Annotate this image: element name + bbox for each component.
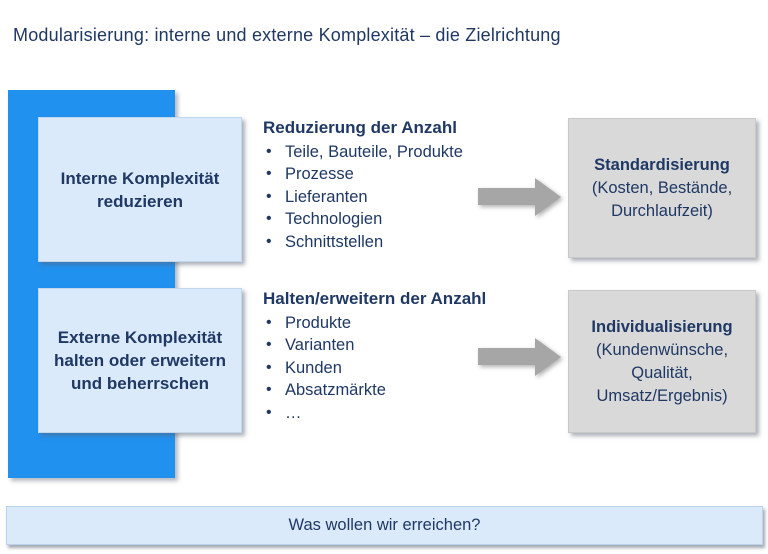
standardization-line: (Kosten, Bestände, <box>591 178 733 197</box>
individualization-line: Qualität, <box>631 363 693 382</box>
external-complexity-box: Externe Komplexität halten oder erweiter… <box>38 288 242 433</box>
internal-complexity-box: Interne Komplexität reduzieren <box>38 117 242 262</box>
reduction-list: Teile, Bauteile, Produkte Prozesse Liefe… <box>263 141 478 253</box>
list-item: Absatzmärkte <box>263 379 478 402</box>
individualization-line: (Kundenwünsche, <box>595 340 729 359</box>
individualization-title: Individualisierung <box>591 317 733 336</box>
page-title: Modularisierung: interne und externe Kom… <box>13 25 561 45</box>
list-item: Technologien <box>263 208 478 231</box>
standardization-box: Standardisierung (Kosten, Bestände, Durc… <box>568 118 756 258</box>
external-complexity-line: und beherrschen <box>71 374 209 393</box>
internal-complexity-line: Interne Komplexität <box>60 168 220 188</box>
list-item: Teile, Bauteile, Produkte <box>263 141 478 164</box>
list-item: Produkte <box>263 312 478 335</box>
standardization-line: Durchlaufzeit) <box>611 201 713 220</box>
individualization-line: Umsatz/Ergebnis) <box>596 386 728 405</box>
list-item: … <box>263 402 478 425</box>
list-item: Prozesse <box>263 163 478 186</box>
list-item: Kunden <box>263 357 478 380</box>
reduction-heading: Reduzierung der Anzahl <box>263 118 457 137</box>
reduction-list-block: Reduzierung der Anzahl Teile, Bauteile, … <box>263 116 478 253</box>
keep-extend-list-block: Halten/erweitern der Anzahl Produkte Var… <box>263 287 487 424</box>
list-item: Schnittstellen <box>263 231 478 254</box>
keep-extend-list: Produkte Varianten Kunden Absatzmärkte … <box>263 312 478 424</box>
list-item: Lieferanten <box>263 186 478 209</box>
footer-question-bar: Was wollen wir erreichen? <box>6 506 763 545</box>
internal-complexity-line: reduzieren <box>97 191 183 211</box>
arrow-right-icon <box>478 348 535 365</box>
external-complexity-line: halten oder erweitern <box>54 351 226 370</box>
arrow-right-icon <box>478 188 535 205</box>
list-item: Varianten <box>263 334 478 357</box>
standardization-title: Standardisierung <box>594 155 730 174</box>
external-complexity-line: Externe Komplexität <box>57 328 223 347</box>
keep-extend-heading: Halten/erweitern der Anzahl <box>263 289 487 308</box>
individualization-box: Individualisierung (Kundenwünsche, Quali… <box>568 290 756 433</box>
footer-question-label: Was wollen wir erreichen? <box>288 516 481 534</box>
